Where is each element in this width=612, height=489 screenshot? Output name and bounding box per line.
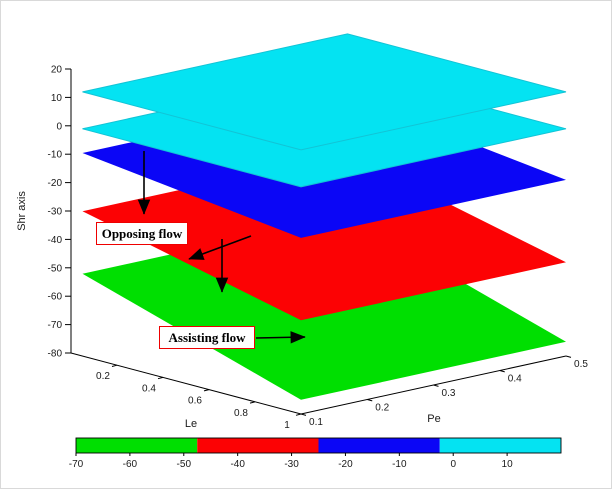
axis-pe-tick-label: 0.3 xyxy=(442,388,456,399)
colorbar-tick-label: -10 xyxy=(392,459,407,470)
axis-le-tick-label: 0.4 xyxy=(142,383,156,394)
axis-z-tick-label: -80 xyxy=(48,349,63,360)
axis-pe-tick-label: 0.5 xyxy=(574,359,588,370)
colorbar-segment xyxy=(318,438,440,453)
annotation-assisting-flow-text: Assisting flow xyxy=(168,329,246,345)
axis-pe-tick xyxy=(433,384,439,387)
axis-pe-tick-label: 0.2 xyxy=(375,403,389,414)
axis-z-tick-label: 10 xyxy=(51,93,63,104)
colorbar-tick-label: -20 xyxy=(338,459,353,470)
colorbar-segment xyxy=(197,438,319,453)
axis-le-tick xyxy=(157,376,164,380)
axis-z-title: Shr axis xyxy=(16,191,28,231)
colorbar-tick-label: 0 xyxy=(450,459,456,470)
axis-pe-tick xyxy=(499,370,505,373)
axis-z-tick-label: -20 xyxy=(48,178,63,189)
axis-pe-tick xyxy=(367,399,373,402)
annotation-opposing-flow: Opposing flow xyxy=(96,222,188,245)
axis-z-tick-label: -30 xyxy=(48,207,63,218)
axis-le-tick-label: 0.8 xyxy=(234,408,248,419)
axis-le-tick-label: 1 xyxy=(284,420,290,431)
annotation-arrow-3 xyxy=(255,331,306,344)
colorbar-tick-label: -50 xyxy=(177,459,192,470)
axis-le-tick xyxy=(111,364,118,367)
axis-z-tick-label: -10 xyxy=(48,150,63,161)
surface-cyan-upper xyxy=(82,33,567,151)
colorbar-tick-label: -40 xyxy=(230,459,245,470)
colorbar-frame xyxy=(75,437,562,454)
colorbar-tick-label: -70 xyxy=(69,459,84,470)
annotation-opposing-flow-text: Opposing flow xyxy=(101,225,183,241)
axis-z-tick-label: 20 xyxy=(51,65,63,76)
axis-pe-tick-label: 0.4 xyxy=(508,374,522,385)
colorbar-segment xyxy=(76,438,198,453)
axis-pe-tick xyxy=(565,355,572,358)
axis-z-tick-label: -70 xyxy=(48,320,63,331)
axis-pe-tick xyxy=(300,413,307,416)
colorbar-group: -70 -60 -50 -40 -30 -20 -10 0 10 xyxy=(69,437,562,470)
colorbar-tick-label: -30 xyxy=(284,459,299,470)
axis-le-tick xyxy=(295,413,302,416)
axis-pe-tick-label: 0.1 xyxy=(309,417,323,428)
annotation-arrow-1 xyxy=(188,235,252,260)
axis-pe-title: Pe xyxy=(427,413,440,425)
axis-z-tick-label: -60 xyxy=(48,292,63,303)
colorbar-segment xyxy=(439,438,561,453)
axis-z-tick-label: -50 xyxy=(48,263,63,274)
surfaces-group xyxy=(82,33,567,400)
axis-le-tick xyxy=(249,401,256,404)
axis-le-title: Le xyxy=(185,418,197,430)
annotation-assisting-flow: Assisting flow xyxy=(159,326,255,349)
axis-le-line xyxy=(70,352,302,415)
axis-le-tick xyxy=(203,389,210,392)
axis-z-tick-label: -40 xyxy=(48,235,63,246)
colorbar-tick-label: -60 xyxy=(123,459,138,470)
annotation-arrows-group xyxy=(137,151,306,344)
axis-le-tick-label: 0.2 xyxy=(96,371,110,382)
colorbar-tick-label: 10 xyxy=(502,459,514,470)
axes-group: 20 10 0 -10 -20 -30 -40 -50 -60 -70 -80 0.2 0.4 0.6 0.… xyxy=(16,65,588,432)
axis-z-tick-label: 0 xyxy=(56,121,62,132)
axis-le-tick-label: 0.6 xyxy=(188,396,202,407)
